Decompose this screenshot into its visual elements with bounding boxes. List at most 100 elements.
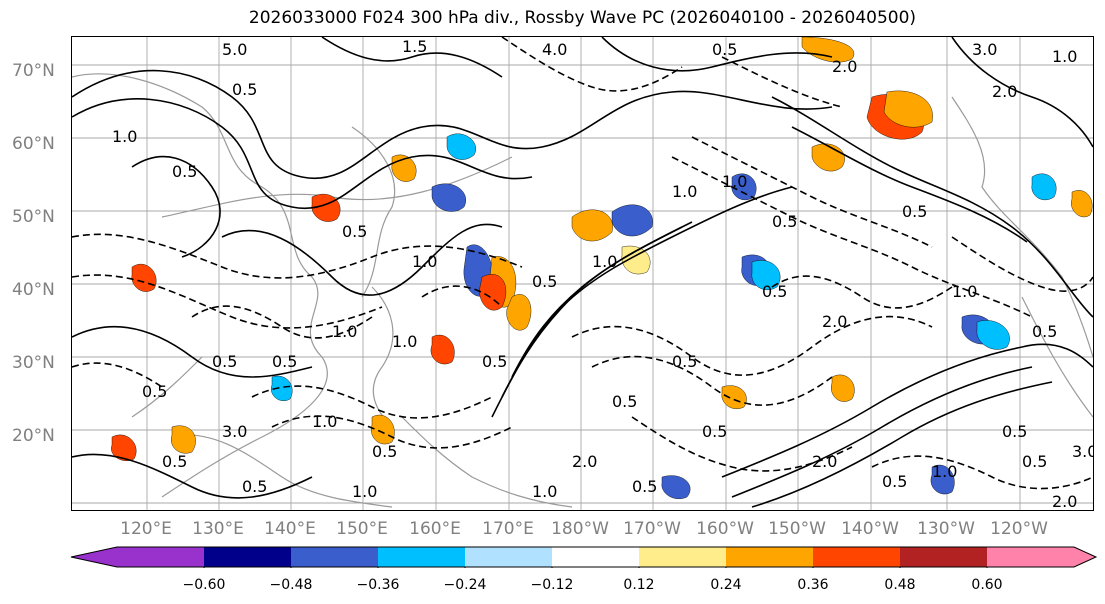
lon-label-170w: 170°W [623, 519, 681, 539]
contour-label: 3.0 [1072, 442, 1093, 461]
colorbar-segment [987, 547, 1096, 567]
lon-label-160e: 160°E [409, 519, 461, 539]
divergence-shading [111, 37, 1093, 499]
divergence-blob [611, 204, 653, 237]
contour-label: 1.0 [412, 252, 437, 271]
colorbar-outline [70, 546, 1098, 568]
contour-label: 1.0 [722, 172, 747, 191]
contour-label: 0.5 [1032, 322, 1057, 341]
coastline [171, 434, 393, 508]
contour-label: 1.0 [112, 127, 137, 146]
coastline [401, 416, 573, 508]
contour-label: 0.5 [712, 40, 737, 59]
colorbar-tick-label: 0.12 [623, 577, 655, 593]
lon-label-160w: 160°W [696, 519, 754, 539]
colorbar-segment [71, 547, 204, 567]
divergence-blob [131, 264, 157, 292]
positive-contour [751, 381, 1053, 508]
contour-label: 3.0 [222, 422, 247, 441]
colorbar-segment [639, 547, 726, 567]
contour-label: 0.5 [762, 282, 787, 301]
lat-label-50n: 50°N [12, 207, 55, 227]
positive-contour [131, 155, 221, 258]
colorbar-segment [291, 547, 378, 567]
contour-label: 2.0 [812, 452, 837, 471]
positive-contour [601, 37, 833, 72]
map-canvas: 5.0 1.5 4.0 0.5 2.0 3.0 1.0 0.5 2.0 1.0 0.5 1.0 0.5 1… [72, 37, 1093, 510]
negative-contour [421, 285, 503, 308]
negative-contour [251, 385, 493, 419]
divergence-blob [721, 385, 747, 409]
contour-label: 0.5 [162, 452, 187, 471]
coastline [131, 356, 203, 418]
contour-label: 1.0 [932, 462, 957, 481]
positive-contour [771, 96, 1093, 318]
lon-label-120e: 120°E [120, 519, 172, 539]
contour-label: 1.0 [392, 332, 417, 351]
divergence-blob [883, 90, 933, 128]
contour-label: 0.5 [342, 222, 367, 241]
positive-contour [221, 223, 503, 296]
contour-label: 3.0 [972, 40, 997, 59]
negative-contour [871, 455, 1093, 490]
contour-label: 0.5 [232, 80, 257, 99]
negative-contour [591, 355, 833, 406]
divergence-blob [111, 434, 137, 461]
contour-label: 2.0 [992, 82, 1017, 101]
rossby-wave-contours [72, 37, 1093, 508]
contour-label: 2.0 [1052, 492, 1077, 510]
divergence-blob [506, 294, 532, 331]
positive-contour [731, 366, 1033, 498]
contour-labels: 5.0 1.5 4.0 0.5 2.0 3.0 1.0 0.5 2.0 1.0 0.5 1.0 0.5 1… [112, 37, 1093, 510]
colorbar-tick-label: −0.60 [182, 577, 226, 593]
coastline [351, 126, 396, 298]
divergence-blob [976, 320, 1010, 350]
contour-label: 0.5 [632, 477, 657, 496]
positive-contour [791, 126, 1028, 243]
contour-label: 2.0 [832, 57, 857, 76]
contour-label: 0.5 [172, 162, 197, 181]
divergence-blob [431, 183, 466, 212]
divergence-blob [930, 464, 955, 495]
positive-contour [721, 343, 1093, 478]
colorbar-tick-label: 0.24 [710, 577, 742, 593]
lat-label-60n: 60°N [12, 134, 55, 154]
contour-label: 0.5 [772, 212, 797, 231]
contour-label: 0.5 [882, 472, 907, 491]
colorbar-segment [900, 547, 987, 567]
colorbar-tick-label: 0.60 [971, 577, 1003, 593]
divergence-blob [661, 475, 691, 499]
positive-contour [72, 69, 833, 180]
negative-contour [72, 362, 163, 388]
divergence-blob [430, 334, 455, 365]
lat-label-40n: 40°N [12, 280, 55, 300]
colorbar-segment [552, 547, 639, 567]
lat-label-30n: 30°N [12, 353, 55, 373]
lon-label-150w: 150°W [768, 519, 826, 539]
divergence-blob [731, 173, 757, 201]
negative-contour [571, 315, 933, 376]
map-panel: 5.0 1.5 4.0 0.5 2.0 3.0 1.0 0.5 2.0 1.0 0.5 1.0 0.5 1… [71, 36, 1094, 511]
contour-label: 1.0 [1052, 47, 1077, 66]
colorbar-segment [378, 547, 465, 567]
colorbar-segment [204, 547, 291, 567]
negative-contour [691, 136, 933, 248]
contour-label: 2.0 [822, 312, 847, 331]
lat-label-20n: 20°N [12, 426, 55, 446]
positive-contour [511, 221, 693, 378]
contour-label: 0.5 [1022, 452, 1047, 471]
contour-label: 0.5 [142, 382, 167, 401]
contour-label: 0.5 [902, 202, 927, 221]
contour-label: 0.5 [372, 442, 397, 461]
colorbar-tick-label: −0.48 [269, 577, 313, 593]
divergence-blob [479, 274, 507, 311]
lon-label-130e: 130°E [192, 519, 244, 539]
colorbar-tick-label: −0.36 [356, 577, 400, 593]
contour-label: 1.0 [532, 482, 557, 501]
negative-contour [951, 236, 1093, 292]
lon-label-140w: 140°W [841, 519, 899, 539]
negative-contour [501, 37, 683, 92]
contour-label: 4.0 [542, 40, 567, 59]
divergence-blob [446, 133, 476, 160]
colorbar-tick-label: −0.12 [530, 577, 574, 593]
